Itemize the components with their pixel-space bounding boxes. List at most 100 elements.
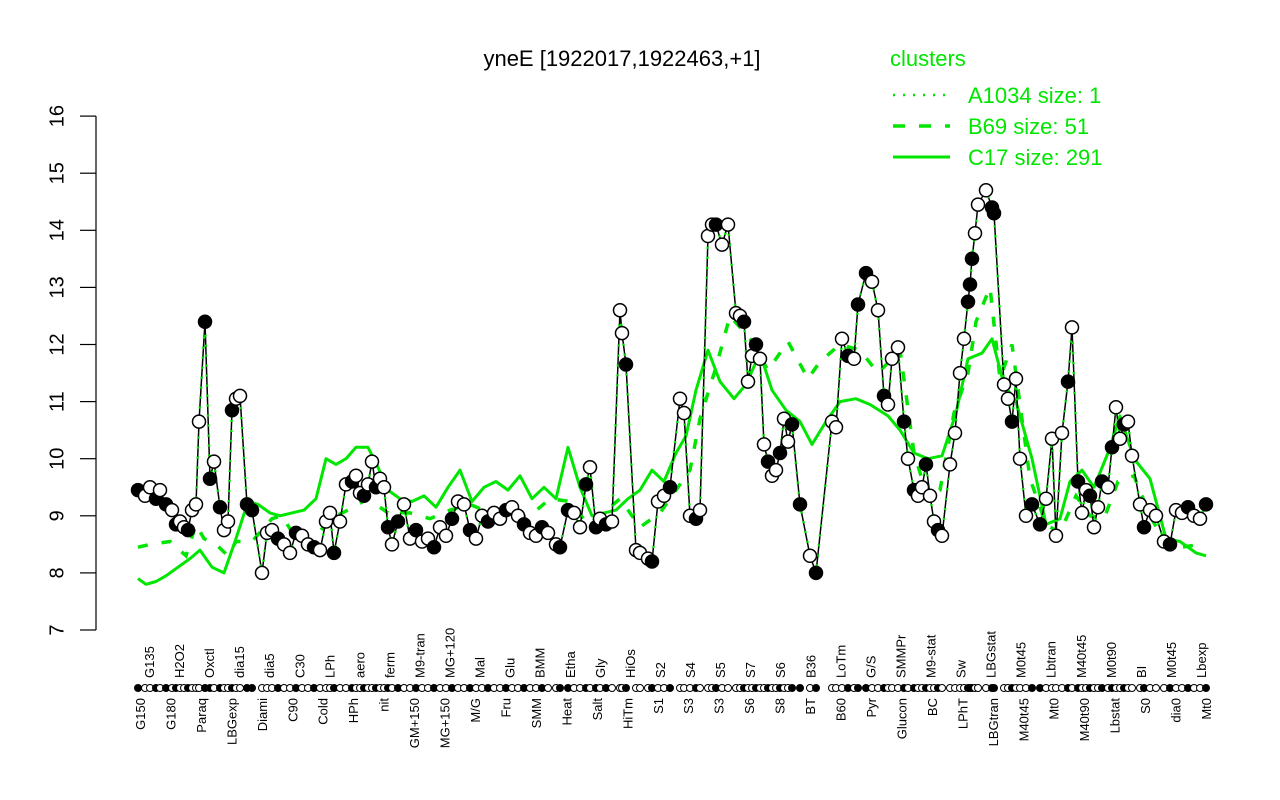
x-tick-label-top: Oxctl <box>202 648 217 678</box>
x-axis-labels: G135 H2O2 Oxctl dia15 dia5 C30 LPh aero ferm M9-t… <box>133 628 1214 748</box>
x-tick-label-top: SMMPr <box>893 634 908 678</box>
x-tick-label-top: M0t45 <box>1164 642 1179 678</box>
data-point <box>438 528 454 544</box>
data-point <box>1060 374 1076 389</box>
data-point <box>332 514 348 529</box>
x-tick-label-bottom: S6 <box>742 698 757 714</box>
data-point <box>784 417 800 432</box>
data-point <box>644 554 660 569</box>
x-tick-label-bottom: nit <box>377 698 392 712</box>
data-point <box>152 482 168 498</box>
data-point <box>952 365 968 381</box>
data-point <box>212 499 228 515</box>
data-point <box>1108 400 1124 415</box>
data-point <box>834 331 850 347</box>
data-point <box>468 531 484 546</box>
x-tick-label-bottom: Paraq <box>194 698 209 733</box>
data-point <box>996 377 1012 392</box>
data-point <box>197 314 213 329</box>
data-point <box>676 405 692 421</box>
x-tick-label-top: Mal <box>473 657 488 678</box>
data-point <box>772 445 788 461</box>
data-point <box>322 505 338 521</box>
data-point <box>978 183 994 198</box>
data-point <box>986 205 1002 221</box>
x-tick-label-top: Lbtran <box>1044 641 1059 678</box>
x-tick-label-bottom: M40t45 <box>1016 698 1031 741</box>
data-point <box>1004 414 1020 429</box>
x-tick-label-top: B36 <box>803 655 818 678</box>
x-tick-label-top: Etha <box>563 650 578 678</box>
data-point <box>934 528 950 544</box>
data-point <box>164 502 180 518</box>
x-tick-label-top: MG+120 <box>443 628 458 678</box>
data-point <box>572 519 588 535</box>
data-point <box>846 351 862 367</box>
x-tick-label-bottom: Heat <box>559 698 574 726</box>
data-point <box>900 451 916 466</box>
data-point <box>850 297 866 312</box>
x-tick-label-top: M0t45 <box>1014 642 1029 678</box>
data-point <box>964 251 980 267</box>
data-point <box>792 497 808 512</box>
y-tick-label: 16 <box>46 105 68 127</box>
x-tick-label-top: aero <box>352 652 367 678</box>
data-point <box>1024 497 1040 512</box>
data-point <box>312 542 328 558</box>
data-point <box>1074 505 1090 521</box>
x-tick-label-bottom: dia0 <box>1169 698 1184 723</box>
x-tick-label-bottom: LPhT <box>955 698 970 729</box>
data-point <box>896 414 912 429</box>
x-tick-label-bottom: G180 <box>163 698 178 730</box>
data-point <box>180 522 196 538</box>
data-point <box>962 277 978 292</box>
data-point <box>1008 371 1024 387</box>
y-tick-label: 15 <box>46 162 68 184</box>
x-tick-label-top: G135 <box>142 646 157 678</box>
data-point <box>918 457 934 472</box>
x-tick-label-bottom: MG+150 <box>438 698 453 748</box>
x-rug-markers <box>134 684 1210 692</box>
data-point <box>220 514 236 529</box>
x-tick-label-top: H2O2 <box>172 644 187 678</box>
data-point <box>390 514 406 529</box>
x-tick-label-bottom: Diami <box>255 698 270 731</box>
x-tick-label-top: HiOs <box>623 649 638 678</box>
data-point <box>566 505 582 521</box>
y-axis: 7 8 9 10 11 12 13 14 15 16 <box>46 105 97 636</box>
data-point <box>960 294 976 309</box>
data-point <box>802 548 818 564</box>
data-point <box>1054 425 1070 441</box>
data-point <box>614 325 630 341</box>
x-tick-label-bottom: Mt0 <box>1047 698 1062 720</box>
x-tick-label-top: M9-tran <box>413 633 428 678</box>
legend-title: clusters <box>890 46 966 71</box>
x-tick-label-top: S6 <box>773 662 788 678</box>
x-tick-label-bottom: BT <box>803 698 818 715</box>
data-point <box>1082 488 1098 504</box>
data-point <box>444 511 460 526</box>
x-tick-label-bottom: BC <box>925 698 940 716</box>
series-b69-line <box>137 286 1207 559</box>
y-tick-label: 9 <box>46 510 68 521</box>
data-point <box>692 502 708 518</box>
data-point <box>1162 537 1178 552</box>
data-point <box>1064 320 1080 335</box>
data-point <box>956 331 972 347</box>
x-tick-label-bottom: M/G <box>468 698 483 723</box>
x-tick-label-bottom: Pyr <box>864 697 879 717</box>
data-point <box>232 388 248 404</box>
x-tick-label-top: S5 <box>713 662 728 678</box>
x-tick-label-top: BMM <box>533 648 548 678</box>
data-point <box>1038 491 1054 506</box>
legend-entry-label: A1034 size: 1 <box>968 83 1101 108</box>
x-tick-label-top: LBGstat <box>984 631 999 678</box>
data-point <box>780 434 796 449</box>
x-tick-label-top: LoTm <box>833 645 848 678</box>
data-point <box>384 537 400 552</box>
data-point <box>748 337 764 352</box>
y-tick-label: 11 <box>46 391 68 412</box>
data-point <box>254 565 270 581</box>
series-a1034-line <box>130 183 1214 581</box>
